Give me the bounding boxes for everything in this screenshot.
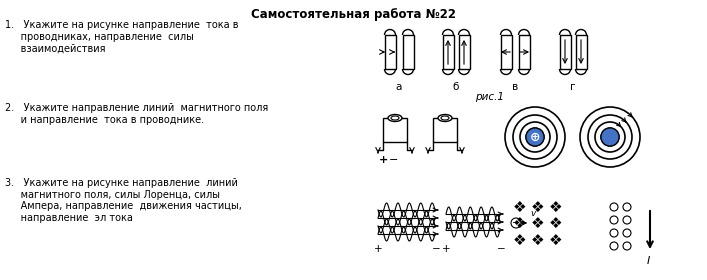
Text: v: v: [530, 209, 535, 218]
Bar: [402, 35, 414, 69]
Circle shape: [526, 128, 544, 146]
Ellipse shape: [388, 115, 402, 122]
Text: а: а: [396, 82, 402, 92]
Text: ⊕: ⊕: [530, 130, 540, 144]
Wedge shape: [575, 69, 587, 74]
Ellipse shape: [441, 116, 449, 120]
Text: в: в: [512, 82, 518, 92]
Wedge shape: [459, 69, 469, 74]
Wedge shape: [385, 69, 395, 74]
Circle shape: [511, 218, 521, 228]
Text: рис.1: рис.1: [476, 92, 505, 102]
Text: −: −: [496, 244, 506, 254]
Text: ❖: ❖: [513, 216, 527, 230]
Text: ❖: ❖: [549, 216, 563, 230]
Bar: [559, 35, 571, 69]
Text: I: I: [646, 256, 650, 266]
Wedge shape: [501, 29, 511, 35]
Ellipse shape: [438, 115, 452, 122]
Text: г: г: [571, 82, 575, 92]
Text: 3.   Укажите на рисунке направление  линий
     магнитного поля, силы Лоренца, с: 3. Укажите на рисунке направление линий …: [5, 178, 242, 223]
Text: ❖: ❖: [531, 216, 545, 230]
Bar: [501, 35, 511, 69]
Wedge shape: [443, 29, 453, 35]
Text: +: +: [442, 244, 450, 254]
Wedge shape: [559, 69, 571, 74]
Bar: [402, 35, 414, 69]
Text: 1.   Укажите на рисунке направление  тока в
     проводниках, направление  силы
: 1. Укажите на рисунке направление тока в…: [5, 20, 238, 53]
Wedge shape: [501, 69, 511, 74]
Text: −: −: [390, 155, 399, 165]
Bar: [385, 35, 395, 69]
Text: −: −: [432, 244, 440, 254]
Text: −: −: [512, 218, 520, 228]
Text: +: +: [378, 155, 387, 165]
Bar: [385, 35, 395, 69]
Wedge shape: [385, 29, 395, 35]
Wedge shape: [443, 69, 453, 74]
Text: ❖: ❖: [549, 200, 563, 214]
Text: ❖: ❖: [513, 200, 527, 214]
Text: Самостоятельная работа №22: Самостоятельная работа №22: [250, 8, 455, 21]
Wedge shape: [575, 29, 587, 35]
Bar: [443, 35, 453, 69]
Wedge shape: [559, 29, 571, 35]
Ellipse shape: [391, 116, 399, 120]
Bar: [459, 35, 469, 69]
Bar: [518, 35, 530, 69]
Wedge shape: [459, 29, 469, 35]
Bar: [518, 35, 530, 69]
Bar: [459, 35, 469, 69]
Bar: [443, 35, 453, 69]
Bar: [501, 35, 511, 69]
Text: 2.   Укажите направление линий  магнитного поля
     и направление  тока в прово: 2. Укажите направление линий магнитного …: [5, 103, 268, 125]
Wedge shape: [402, 69, 414, 74]
Wedge shape: [518, 29, 530, 35]
Text: б: б: [452, 82, 459, 92]
Text: ❖: ❖: [531, 200, 545, 214]
Circle shape: [601, 128, 619, 146]
Bar: [433, 118, 457, 142]
Text: +: +: [374, 244, 382, 254]
Text: ❖: ❖: [513, 232, 527, 248]
Wedge shape: [402, 29, 414, 35]
Bar: [559, 35, 571, 69]
Text: ❖: ❖: [549, 232, 563, 248]
Bar: [575, 35, 587, 69]
Bar: [575, 35, 587, 69]
Wedge shape: [518, 69, 530, 74]
Text: ❖: ❖: [531, 232, 545, 248]
Bar: [383, 118, 407, 142]
